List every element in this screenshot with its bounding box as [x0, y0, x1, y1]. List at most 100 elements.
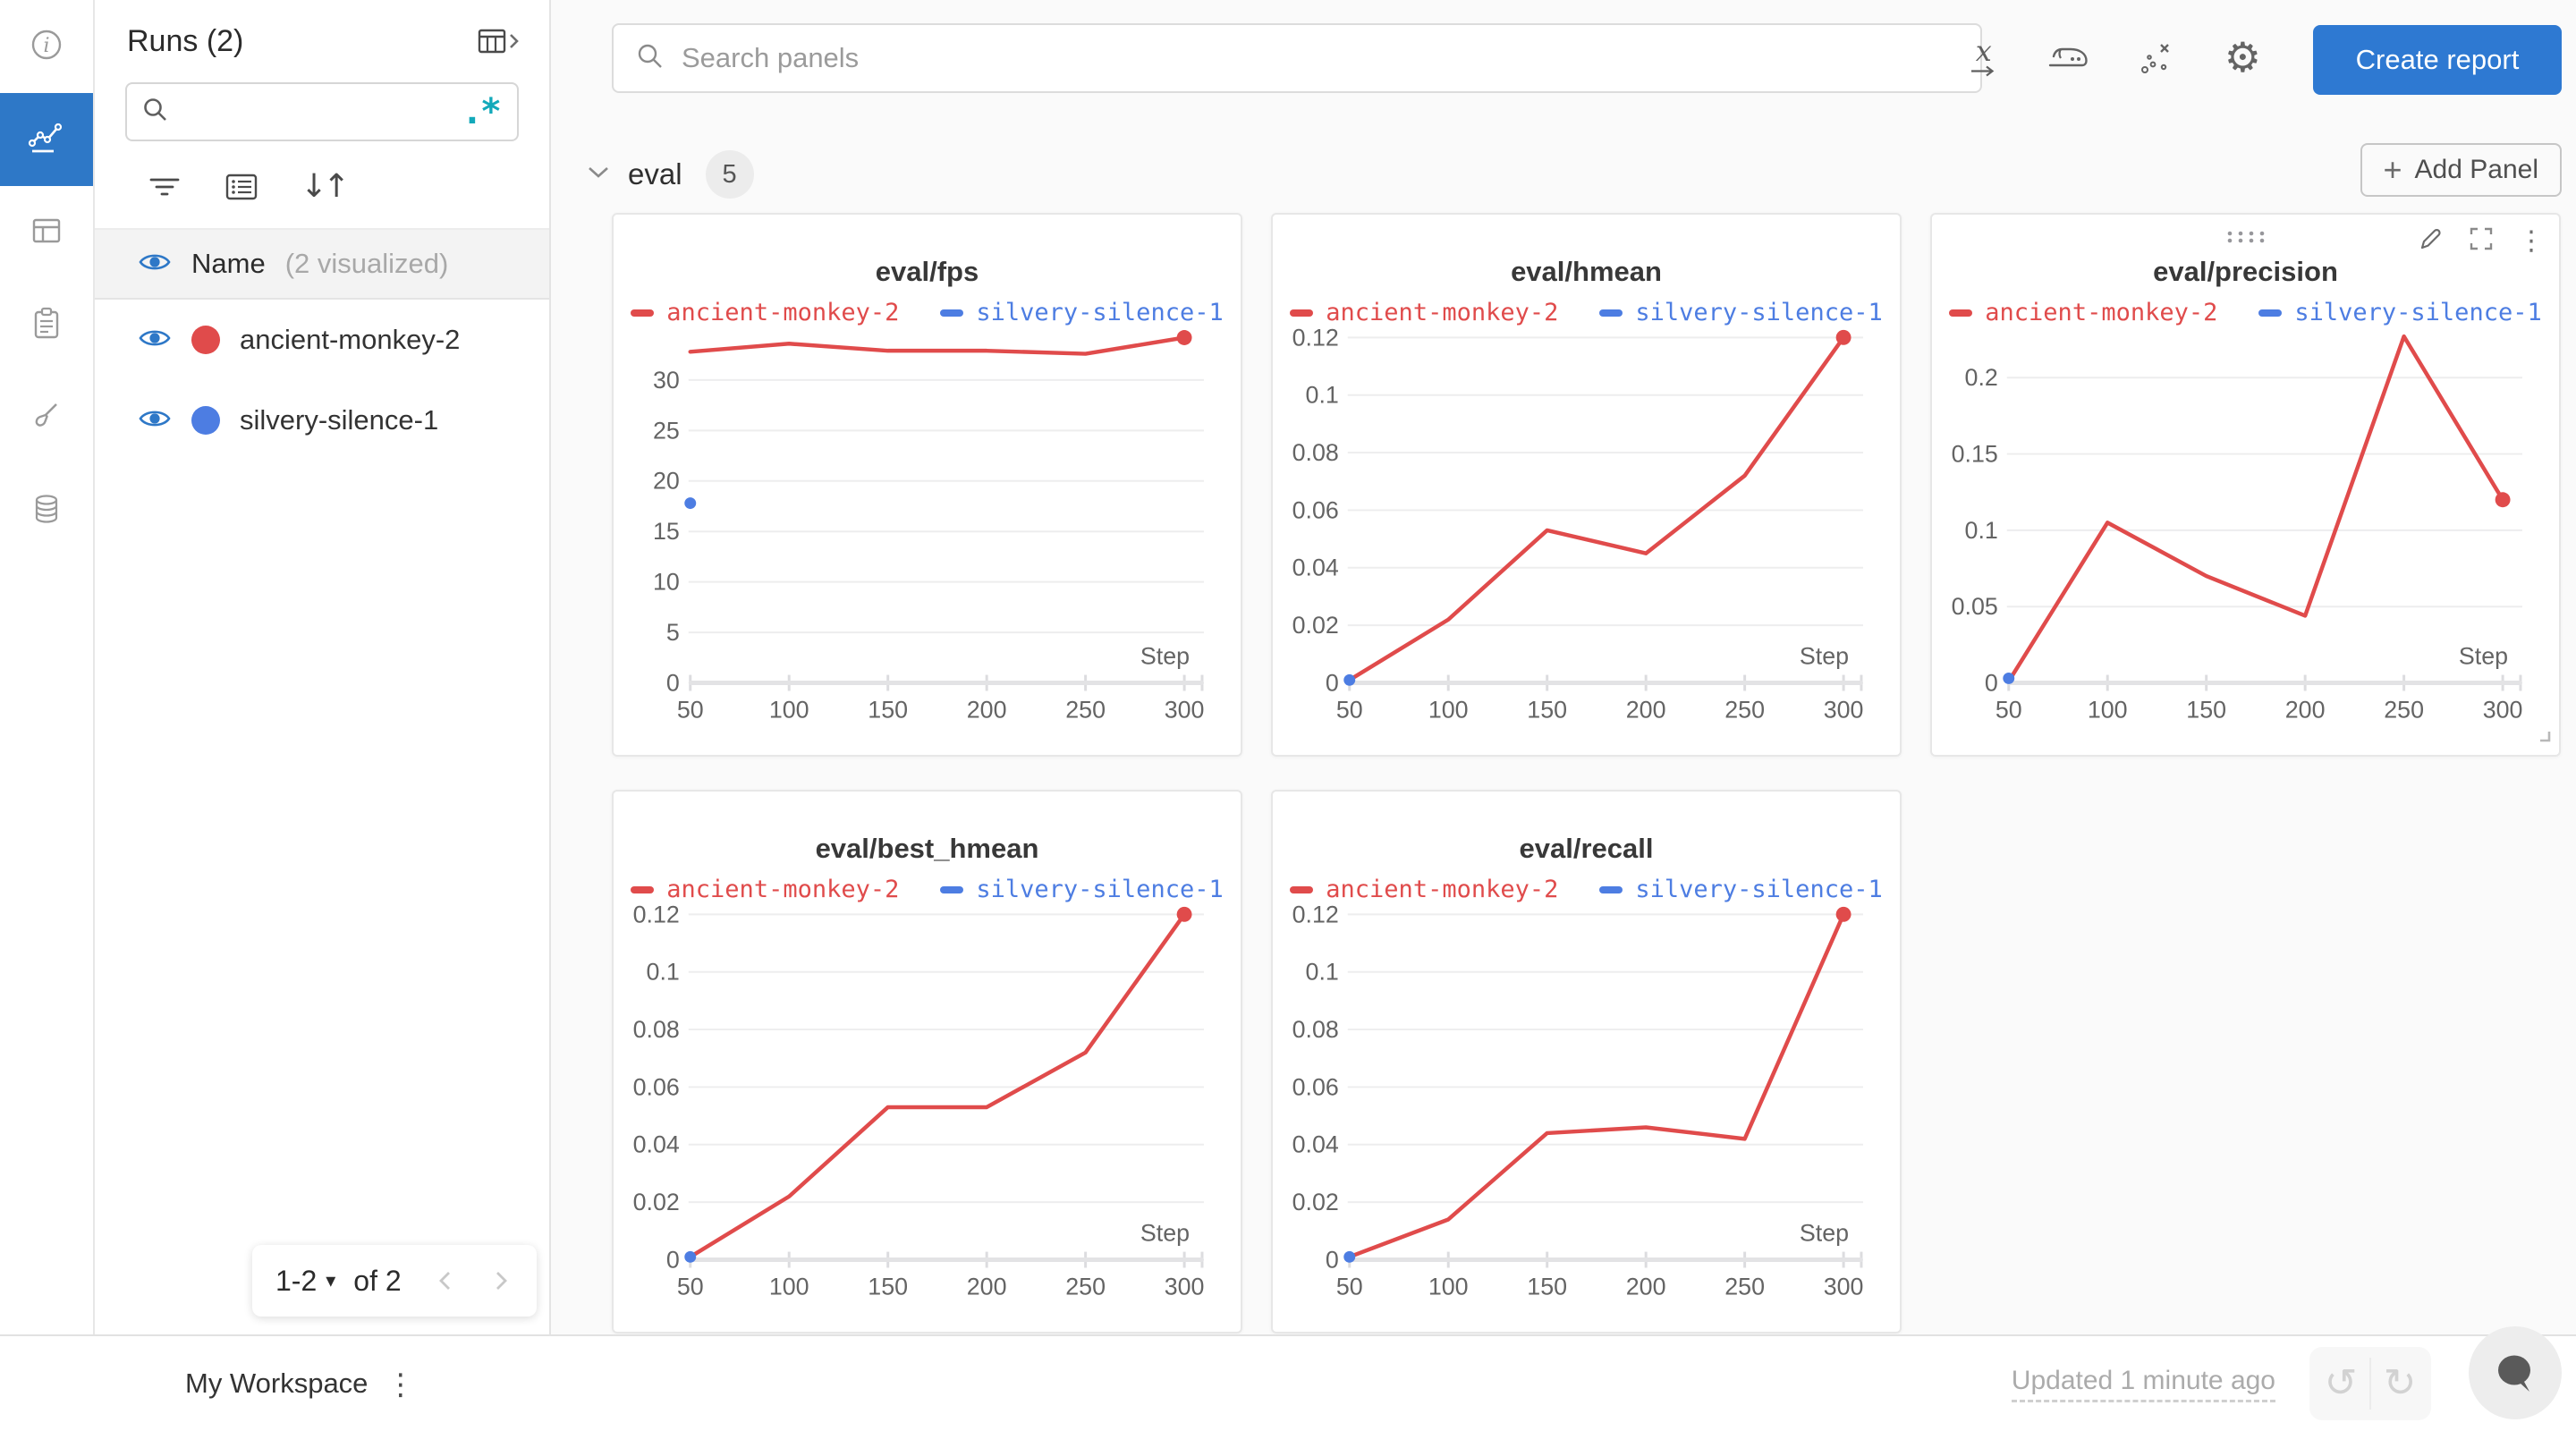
legend-item[interactable]: silvery-silence-1: [1599, 876, 1883, 903]
table-icon: [27, 211, 66, 255]
sort-icon[interactable]: ↓↑: [301, 168, 350, 205]
panel-drag-handle[interactable]: [1932, 229, 2559, 245]
x-axis-label: Step: [1800, 643, 1849, 670]
legend-item[interactable]: silvery-silence-1: [2258, 299, 2542, 326]
y-tick-label: 0.08: [1292, 439, 1339, 466]
fullscreen-icon[interactable]: [2468, 225, 2495, 257]
legend-item[interactable]: silvery-silence-1: [940, 299, 1224, 326]
eye-icon[interactable]: [138, 326, 172, 354]
run-row[interactable]: silvery-silence-1: [95, 380, 549, 461]
x-axis-label: Step: [1800, 1220, 1849, 1247]
workspace-main: x ⚙ Create report eval 5 + Add Panel: [551, 0, 2576, 1336]
y-tick-label: 0.06: [633, 1073, 680, 1100]
rail-item-workspace[interactable]: [0, 93, 93, 186]
outliers-icon[interactable]: [2137, 38, 2176, 77]
workspace-name[interactable]: My Workspace: [185, 1367, 369, 1399]
chart-panel[interactable]: ⋮ eval/precision ancient-monkey-2 silvery…: [1930, 213, 2561, 757]
legend-swatch: [1290, 309, 1314, 317]
create-report-button[interactable]: Create report: [2313, 25, 2562, 95]
section-title[interactable]: eval: [628, 157, 682, 191]
legend-label: ancient-monkey-2: [1326, 299, 1559, 326]
gear-icon[interactable]: ⚙: [2224, 33, 2261, 81]
chart-plot[interactable]: 0 5 10 15 20 25 30 50 100 150 200 250 300 Step: [614, 215, 1241, 755]
prev-page-icon[interactable]: [434, 1267, 457, 1294]
rail-item-artifacts[interactable]: [0, 465, 93, 558]
pagination-total: of 2: [353, 1264, 402, 1297]
chevron-down-icon[interactable]: [587, 165, 610, 184]
divider: [2369, 1358, 2371, 1410]
run-name[interactable]: ancient-monkey-2: [240, 324, 461, 355]
panels-search-input[interactable]: [680, 41, 1959, 75]
resize-handle-icon[interactable]: [2534, 725, 2552, 748]
undo-icon[interactable]: ↺: [2324, 1360, 2358, 1406]
rail-item-runs-table[interactable]: [0, 186, 93, 279]
chart-plot[interactable]: 0 0.02 0.04 0.06 0.08 0.1 0.12 50 100 150 200 250 30…: [614, 792, 1241, 1332]
chevron-down-icon[interactable]: ▾: [326, 1269, 336, 1291]
smoothing-iron-icon[interactable]: [2046, 39, 2089, 75]
panel-actions: ⋮: [2418, 225, 2545, 257]
rail-item-logs[interactable]: [0, 279, 93, 372]
rail-item-overview[interactable]: i: [0, 0, 93, 93]
y-tick-label: 0.12: [1292, 901, 1339, 927]
legend-item[interactable]: ancient-monkey-2: [631, 299, 899, 326]
eye-icon[interactable]: [138, 407, 172, 435]
chat-bubble-button[interactable]: [2469, 1326, 2562, 1419]
database-icon: [27, 490, 66, 534]
x-tick-label: 100: [1428, 696, 1469, 723]
chart-panel[interactable]: ⋮ eval/fps ancient-monkey-2silvery-silen…: [612, 213, 1242, 757]
filter-icon[interactable]: [147, 173, 182, 201]
chart-plot[interactable]: 0 0.02 0.04 0.06 0.08 0.1 0.12 50 100 150 200 250 30…: [1273, 215, 1900, 755]
runs-search-input[interactable]: [179, 96, 458, 128]
y-tick-label: 25: [653, 417, 680, 444]
run-name[interactable]: silvery-silence-1: [240, 404, 439, 436]
legend-swatch: [1599, 309, 1623, 317]
add-panel-button[interactable]: + Add Panel: [2360, 143, 2562, 197]
legend-item[interactable]: ancient-monkey-2: [1290, 876, 1558, 903]
x-tick-label: 250: [1724, 696, 1765, 723]
x-axis-label: Step: [2459, 643, 2508, 670]
rail-item-sweeps[interactable]: [0, 372, 93, 465]
panel-title: eval/best_hmean: [815, 833, 1039, 864]
x-tick-label: 200: [1626, 696, 1666, 723]
panels-search-box: [612, 23, 1982, 93]
updated-status[interactable]: Updated 1 minute ago: [2011, 1366, 2275, 1402]
group-list-icon[interactable]: [224, 172, 259, 202]
x-tick-label: 50: [1336, 1273, 1363, 1300]
regex-toggle-icon[interactable]: .*: [461, 91, 502, 132]
x-tick-label: 300: [1824, 696, 1864, 723]
legend-item[interactable]: ancient-monkey-2: [1949, 299, 2217, 326]
y-tick-label: 0.1: [1306, 382, 1339, 409]
chart-panel[interactable]: ⋮ eval/hmean ancient-monkey-2silvery-sil…: [1271, 213, 1902, 757]
x-tick-label: 250: [1065, 696, 1106, 723]
redo-icon[interactable]: ↻: [2383, 1360, 2417, 1406]
chart-plot[interactable]: 0 0.02 0.04 0.06 0.08 0.1 0.12 50 100 150 200 250 30…: [1273, 792, 1900, 1332]
legend-item[interactable]: silvery-silence-1: [940, 876, 1224, 903]
x-tick-label: 100: [1428, 1273, 1469, 1300]
run-row[interactable]: ancient-monkey-2: [95, 300, 549, 380]
workspace-menu-kebab-icon[interactable]: ⋮: [386, 1366, 416, 1401]
chart-panel[interactable]: ⋮ eval/recall ancient-monkey-2silvery-si…: [1271, 790, 1902, 1334]
chart-panel[interactable]: ⋮ eval/best_hmean ancient-monkey-2silver…: [612, 790, 1242, 1334]
runs-table-toggle-icon[interactable]: [476, 23, 522, 59]
legend-item[interactable]: silvery-silence-1: [1599, 299, 1883, 326]
edit-pencil-icon[interactable]: [2418, 225, 2445, 257]
chat-bubble-icon: [2498, 1355, 2530, 1392]
pagination-range[interactable]: 1-2: [275, 1264, 318, 1297]
x-axis-line: [688, 681, 1204, 686]
y-tick-label: 0.15: [1952, 441, 1998, 468]
x-tick-label: 50: [1336, 696, 1363, 723]
next-page-icon[interactable]: [489, 1267, 513, 1294]
series-point: [1343, 1250, 1356, 1263]
series-point: [684, 497, 697, 510]
x-axis-icon[interactable]: x: [1970, 37, 1997, 77]
legend-item[interactable]: ancient-monkey-2: [1290, 299, 1558, 326]
y-tick-label: 0.04: [633, 1131, 680, 1158]
info-icon: i: [27, 25, 66, 69]
eye-icon[interactable]: [138, 250, 172, 278]
y-tick-label: 0.04: [1292, 1131, 1339, 1158]
panel-kebab-icon[interactable]: ⋮: [2518, 224, 2545, 257]
undo-redo-group: ↺ ↻: [2309, 1347, 2431, 1420]
x-tick-label: 200: [2285, 696, 2326, 723]
legend-item[interactable]: ancient-monkey-2: [631, 876, 899, 903]
chart-plot[interactable]: 0 0.05 0.1 0.15 0.2 50 100 150 200 250 300 Step: [1932, 215, 2559, 755]
